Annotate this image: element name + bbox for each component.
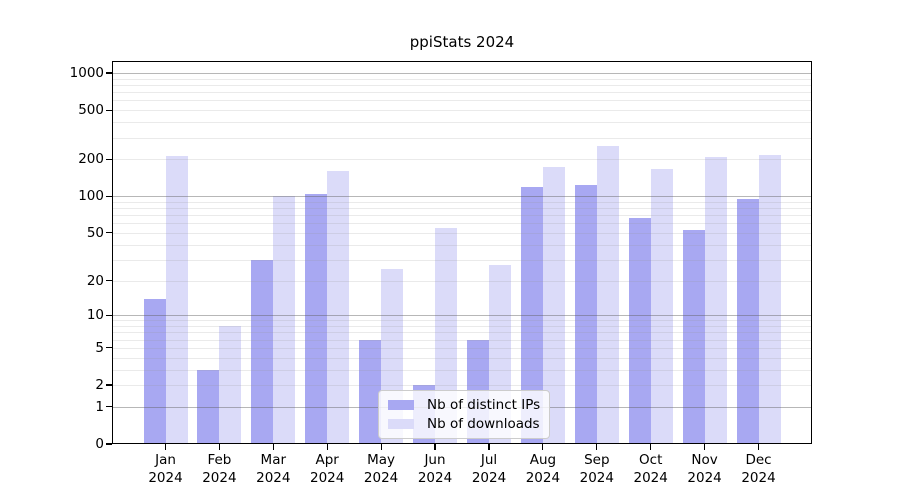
legend-label-downloads: Nb of downloads [427,416,540,432]
bar-apr-distinct-ips [305,193,328,444]
x-tick-label-mar: Mar 2024 [256,452,291,486]
legend-swatch-downloads [388,419,414,429]
bar-dec-distinct-ips [736,198,759,444]
y-tick-label-0: 0 [95,436,104,452]
bar-dec-downloads [758,154,781,444]
y-tick-mark-10 [106,314,112,316]
x-tick-mark-aug [542,444,544,450]
x-tick-mark-sep [596,444,598,450]
x-tick-mark-feb [218,444,221,450]
x-tick-mark-dec [757,444,760,450]
x-tick-mark-may [380,444,382,450]
bar-sep-distinct-ips [574,185,597,444]
y-tick-mark-2 [106,384,112,386]
x-tick-mark-jul [488,444,490,450]
x-tick-mark-jun [434,444,436,450]
y-tick-label-500: 500 [78,102,104,119]
x-tick-mark-mar [272,444,274,450]
x-tick-label-nov: Nov 2024 [687,452,722,486]
bar-jan-downloads [165,156,188,444]
chart-title: ppiStats 2024 [409,33,515,51]
bar-feb-downloads [219,326,242,444]
y-tick-label-100: 100 [78,188,104,205]
x-tick-label-jul: Jul 2024 [471,452,507,486]
bar-mar-distinct-ips [251,259,274,444]
legend: Nb of distinct IPs Nb of downloads [378,390,551,439]
bar-jan-distinct-ips [143,298,166,444]
bar-apr-downloads [327,171,350,444]
x-tick-mark-jan [164,444,167,450]
bar-sep-downloads [596,146,619,444]
bar-nov-distinct-ips [682,229,705,444]
legend-swatch-distinct-ips [388,400,414,410]
bar-oct-distinct-ips [628,218,651,444]
x-tick-label-oct: Oct 2024 [633,452,668,486]
legend-label-distinct-ips: Nb of distinct IPs [427,397,541,413]
y-tick-mark-1000 [106,72,112,74]
y-tick-mark-0 [106,443,112,445]
y-tick-mark-500 [106,109,112,111]
bar-feb-distinct-ips [197,369,220,444]
y-tick-mark-20 [106,279,112,282]
x-tick-mark-oct [650,444,652,450]
x-tick-label-jun: Jun 2024 [417,452,453,486]
y-tick-label-5: 5 [95,339,104,356]
y-tick-label-20: 20 [86,272,104,289]
y-tick-mark-1 [106,406,112,408]
x-tick-mark-apr [326,444,328,450]
x-tick-label-sep: Sep 2024 [579,452,614,486]
bar-mar-downloads [273,196,296,444]
x-tick-label-aug: Aug 2024 [525,452,561,486]
legend-item-distinct-ips: Nb of distinct IPs [388,397,540,413]
x-tick-mark-nov [703,444,706,450]
y-tick-mark-200 [106,158,112,160]
bar-oct-downloads [650,169,673,444]
y-tick-label-200: 200 [78,151,104,168]
y-tick-mark-50 [106,232,112,234]
y-tick-mark-100 [106,195,112,197]
bar-jun-downloads [435,227,457,444]
bar-nov-downloads [704,156,727,444]
x-tick-label-jan: Jan 2024 [148,452,183,486]
y-tick-label-1000: 1000 [69,65,104,81]
bar-may-distinct-ips [359,339,382,444]
bar-aug-downloads [542,167,565,444]
y-tick-label-2: 2 [95,377,104,393]
x-tick-label-apr: Apr 2024 [310,452,345,486]
x-tick-label-dec: Dec 2024 [741,452,776,486]
y-tick-label-10: 10 [86,307,104,324]
bars-layer [112,61,812,444]
plot-area: Nb of distinct IPs Nb of downloads [112,61,812,444]
y-tick-mark-5 [106,347,112,349]
bar-aug-distinct-ips [520,186,543,444]
legend-item-downloads: Nb of downloads [388,416,540,432]
x-tick-label-may: May 2024 [363,452,399,486]
y-tick-label-1: 1 [95,398,104,415]
x-tick-label-feb: Feb 2024 [202,452,237,486]
y-tick-label-50: 50 [86,224,104,241]
